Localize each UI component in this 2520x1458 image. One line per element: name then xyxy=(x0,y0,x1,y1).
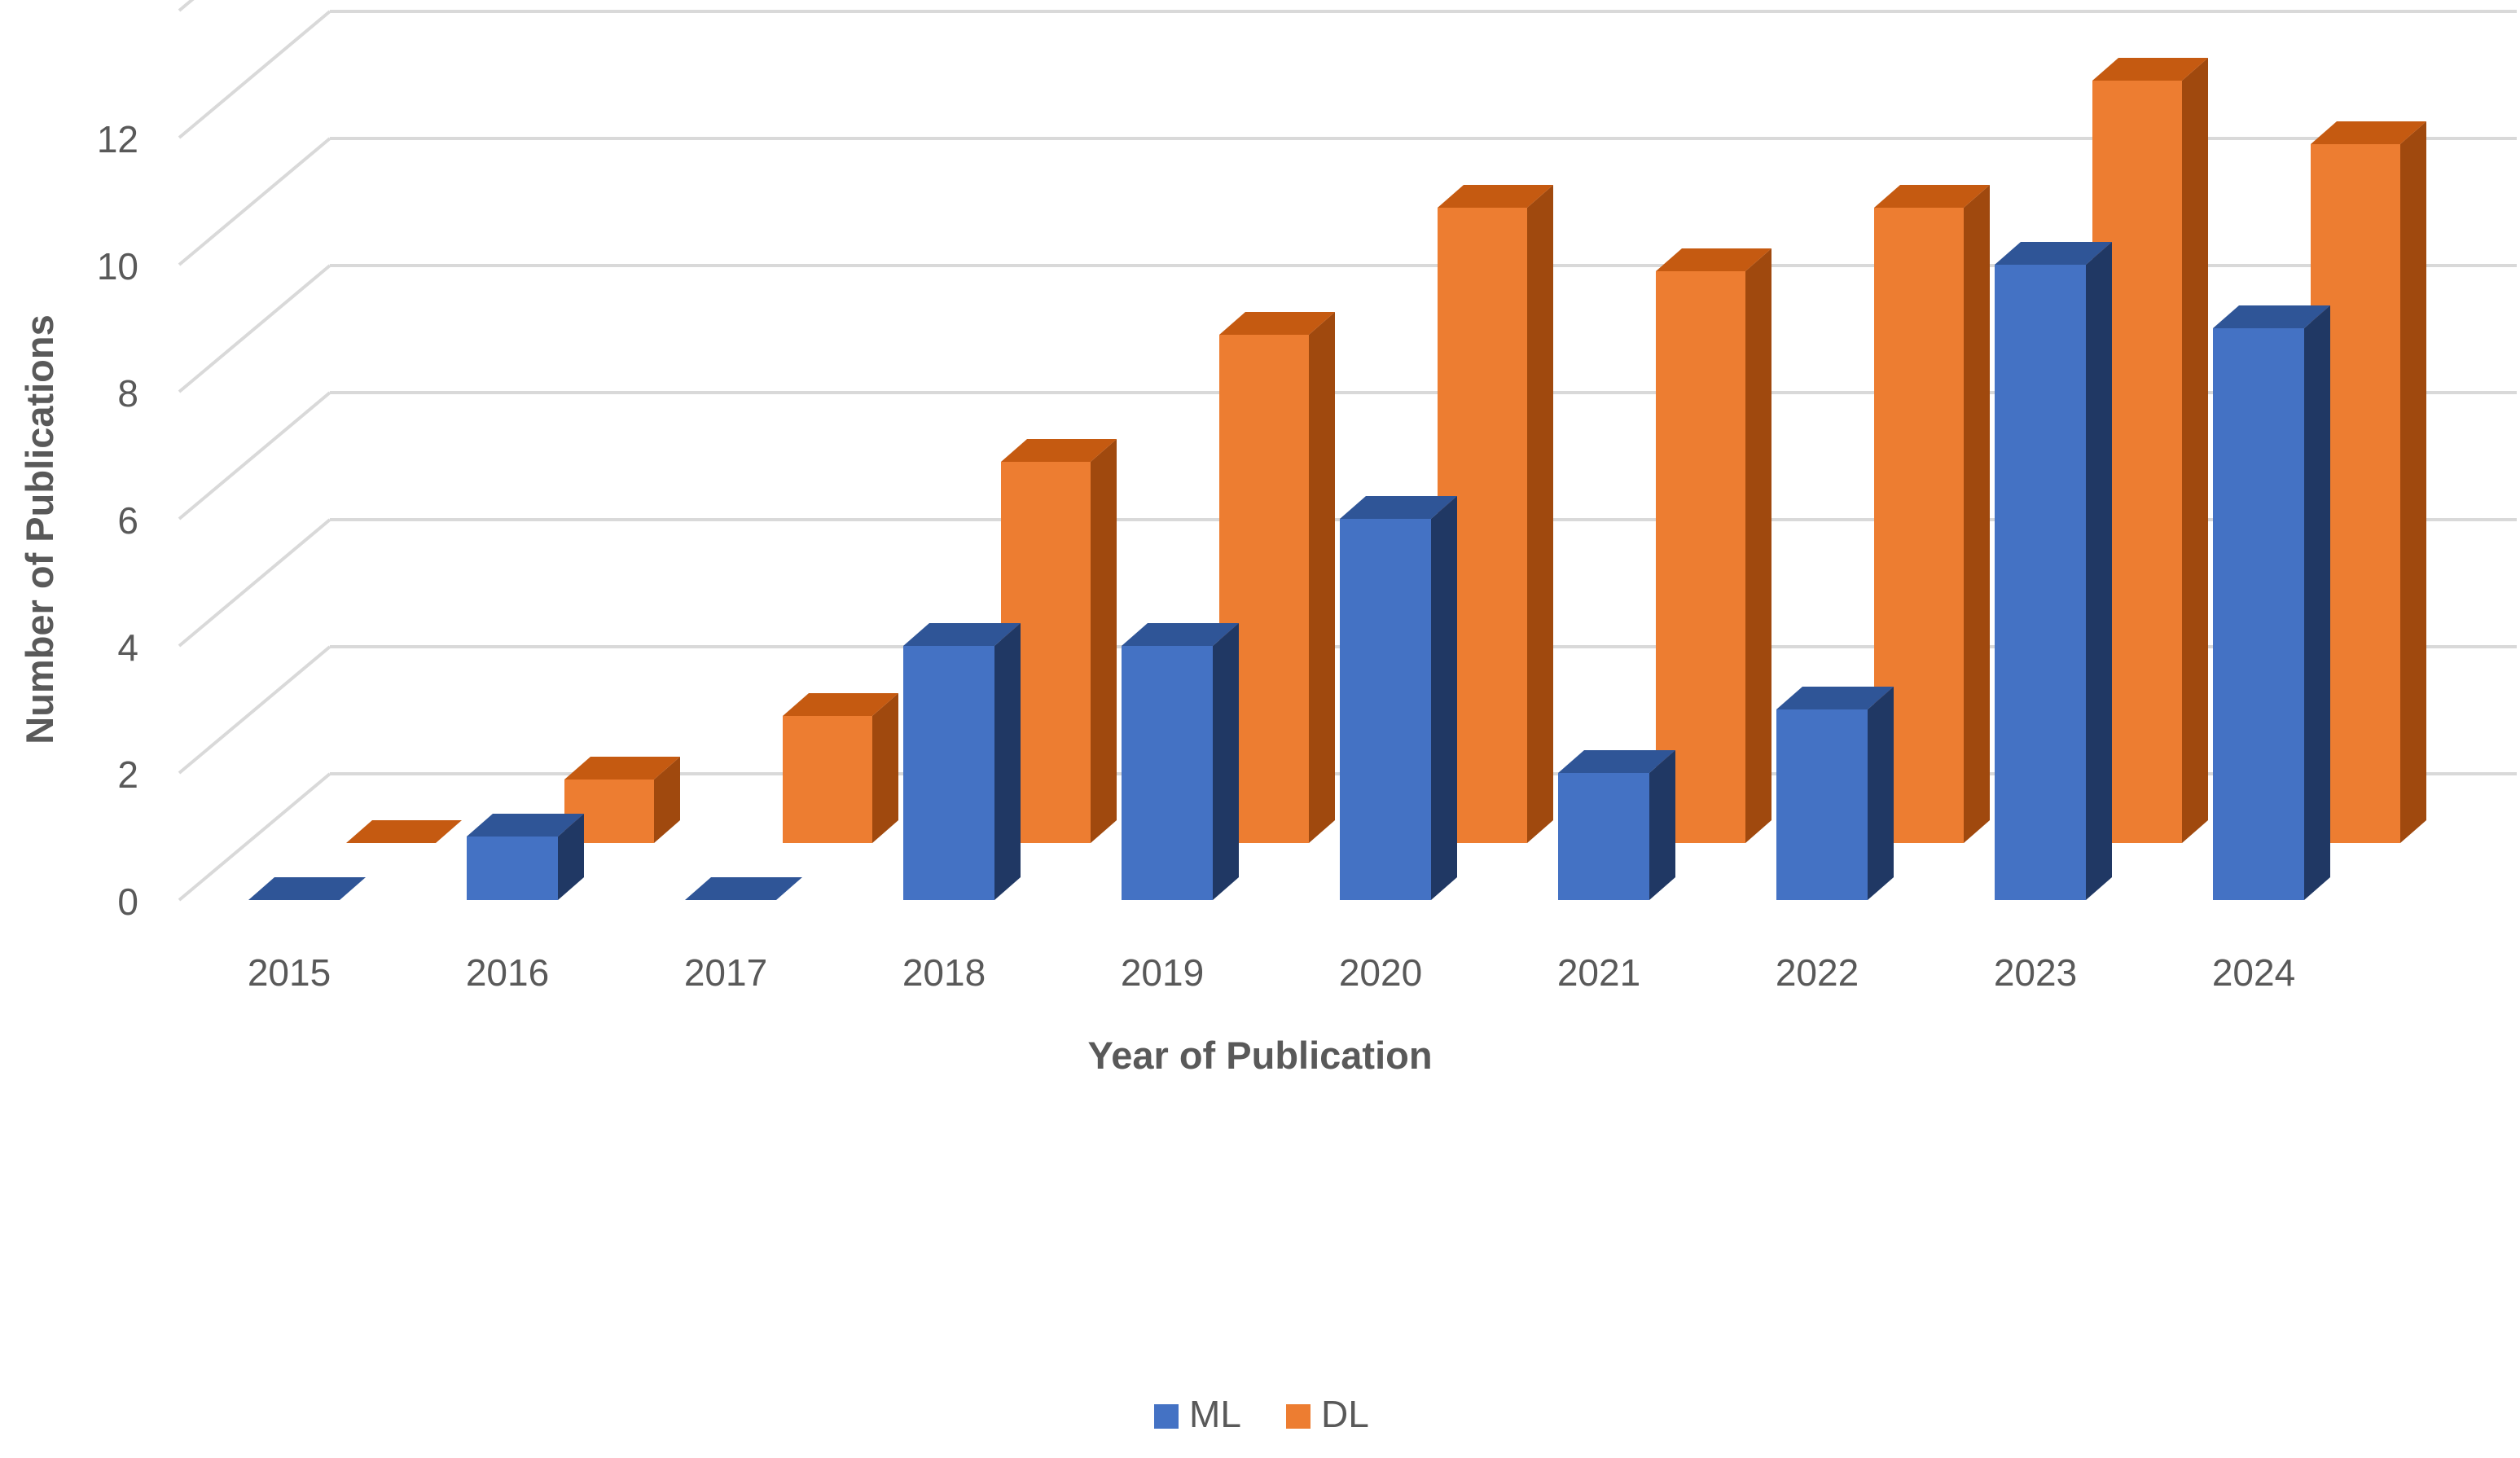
bar-dl-top xyxy=(2311,121,2426,144)
y-tick-label: 12 xyxy=(97,118,138,160)
bar-ml xyxy=(2213,305,2330,900)
bar-ml-top xyxy=(1122,623,1239,646)
bar-ml-top xyxy=(1995,242,2112,265)
y-axis-label: Number of Publications xyxy=(18,314,61,744)
bar-dl-top xyxy=(783,693,898,716)
gridline-depth xyxy=(178,10,331,139)
bar-ml-side xyxy=(1868,687,1894,900)
x-tick-label: 2024 xyxy=(2212,951,2295,994)
bar-ml-side xyxy=(2304,305,2330,900)
bar-ml-side xyxy=(1649,750,1675,900)
x-tick-label: 2018 xyxy=(902,951,986,994)
bar-ml xyxy=(1122,623,1239,900)
x-tick-label: 2023 xyxy=(1994,951,2077,994)
x-tick-label: 2022 xyxy=(1776,951,1859,994)
bars xyxy=(248,58,2426,900)
bar-ml-top xyxy=(903,623,1021,646)
bar-dl-top xyxy=(1001,439,1117,462)
bar-dl-side xyxy=(2400,121,2426,843)
legend-label-dl: DL xyxy=(1321,1393,1369,1435)
bar-ml-front xyxy=(1776,709,1868,900)
bar-dl-front xyxy=(1656,271,1745,843)
y-tick-label: 2 xyxy=(117,753,138,796)
gridline-depth xyxy=(178,518,331,648)
bar-dl xyxy=(1656,248,1771,843)
bar-dl xyxy=(564,757,680,843)
bar-ml-front xyxy=(2213,328,2304,900)
x-tick-label: 2017 xyxy=(684,951,767,994)
bar-ml-front xyxy=(467,837,558,900)
bar-ml-front xyxy=(1122,646,1213,900)
bar-dl-top xyxy=(2092,58,2208,81)
bar-dl-top xyxy=(1438,185,1553,208)
bar-ml-top xyxy=(248,877,366,900)
bar-dl xyxy=(783,693,898,843)
bar-ml-top xyxy=(2213,305,2330,328)
bar-ml-top xyxy=(467,814,584,837)
y-tick-label: 4 xyxy=(117,626,138,669)
bar-ml xyxy=(1340,496,1457,900)
x-tick-label: 2021 xyxy=(1557,951,1640,994)
bar-dl-top xyxy=(564,757,680,780)
x-axis-label: Year of Publication xyxy=(1087,1034,1432,1077)
bar-ml-front xyxy=(1558,773,1649,900)
y-tick-label: 0 xyxy=(117,881,138,923)
y-tick-label: 8 xyxy=(117,372,138,415)
gridline-depth xyxy=(178,264,331,393)
bar-dl-top xyxy=(1874,185,1990,208)
bar-dl xyxy=(1874,185,1990,843)
bar-ml xyxy=(685,877,802,900)
legend: ML DL xyxy=(1154,1393,1369,1435)
gridline-depth xyxy=(178,645,331,775)
bar-ml-front xyxy=(1995,265,2086,900)
bar-ml xyxy=(467,814,584,900)
bar-dl-front xyxy=(783,716,872,843)
gridline-depth xyxy=(178,391,331,520)
bar-ml xyxy=(1776,687,1894,900)
bar-ml-top xyxy=(685,877,802,900)
legend-swatch-ml xyxy=(1154,1404,1179,1429)
bar-dl-top xyxy=(1219,312,1335,335)
bar-ml-front xyxy=(903,646,994,900)
gridline-depth xyxy=(178,772,331,902)
y-tick-label: 6 xyxy=(117,499,138,542)
legend-swatch-dl xyxy=(1286,1404,1310,1429)
x-axis-ticks: 2015 2016 2017 2018 2019 2020 2021 2022 2023 2024 xyxy=(248,951,2295,994)
x-tick-label: 2020 xyxy=(1339,951,1422,994)
bar-ml-top xyxy=(1558,750,1675,773)
x-tick-label: 2016 xyxy=(466,951,549,994)
bar-ml-side xyxy=(558,814,584,900)
bar-dl xyxy=(346,820,462,843)
bar-ml xyxy=(1558,750,1675,900)
bar-ml-side xyxy=(994,623,1021,900)
y-tick-label: 10 xyxy=(97,245,138,288)
bar-ml-side xyxy=(2086,242,2112,900)
bar-dl-side xyxy=(1745,248,1771,843)
bar-ml-front xyxy=(1340,519,1431,900)
bar-dl-side xyxy=(872,693,898,843)
bar-ml-top xyxy=(1776,687,1894,709)
bar-ml-top xyxy=(1340,496,1457,519)
gridline-depth xyxy=(178,137,331,266)
bar-ml-side xyxy=(1431,496,1457,900)
bar-dl-side xyxy=(1309,312,1335,843)
bar-ml xyxy=(1995,242,2112,900)
bar-ml-side xyxy=(1213,623,1239,900)
bar-ml xyxy=(903,623,1021,900)
bar-ml xyxy=(248,877,366,900)
bar-dl-side xyxy=(1527,185,1553,843)
bar-dl-top xyxy=(1656,248,1771,271)
bar-dl-top xyxy=(346,820,462,843)
bar-dl-side xyxy=(2182,58,2208,843)
bar-dl-side xyxy=(1964,185,1990,843)
y-axis-ticks: 0 2 4 6 8 10 12 xyxy=(97,118,138,923)
bar-dl-side xyxy=(1091,439,1117,843)
x-tick-label: 2015 xyxy=(248,951,331,994)
bar-dl-side xyxy=(654,757,680,843)
legend-label-ml: ML xyxy=(1189,1393,1241,1435)
gridline-depth xyxy=(178,0,195,12)
x-tick-label: 2019 xyxy=(1121,951,1204,994)
